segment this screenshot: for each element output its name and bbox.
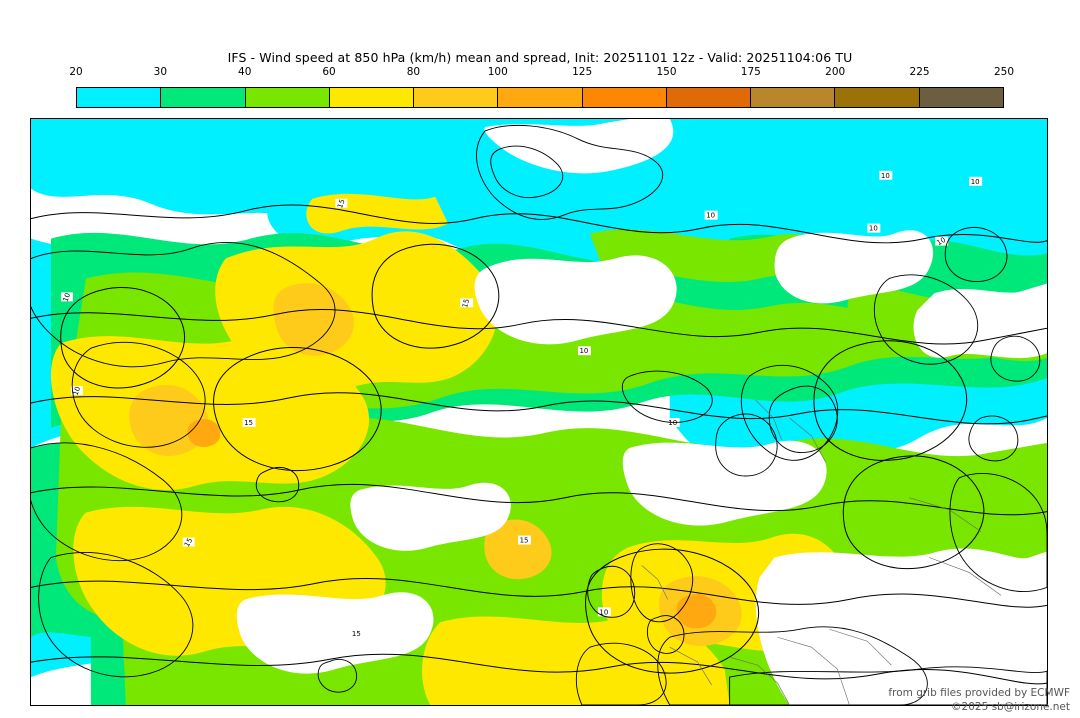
colorbar-segment-225-250 <box>919 88 1003 107</box>
colorbar-segment-20-30 <box>77 88 162 107</box>
svg-text:10: 10 <box>579 347 588 355</box>
svg-text:15: 15 <box>461 298 471 309</box>
contour-label: 15 <box>518 535 532 545</box>
political-borders <box>641 399 1002 705</box>
svg-text:10: 10 <box>599 608 608 616</box>
colorbar-tick-125: 125 <box>572 66 593 78</box>
contour-label: 10 <box>867 223 881 233</box>
colorbar-tick-100: 100 <box>487 66 508 78</box>
colorbar-segment-200-225 <box>835 88 920 107</box>
svg-text:10: 10 <box>62 292 73 303</box>
below-threshold-areas <box>236 119 1047 705</box>
svg-text:15: 15 <box>183 537 194 549</box>
colorbar-segment-125-150 <box>582 88 667 107</box>
svg-text:10: 10 <box>668 419 677 427</box>
colorbar-segment-30-40 <box>161 88 246 107</box>
contour-label: 10 <box>70 386 83 397</box>
colorbar-tick-20: 20 <box>69 66 83 78</box>
colorbar-tick-40: 40 <box>238 66 252 78</box>
svg-text:15: 15 <box>336 198 347 209</box>
contour-label: 10 <box>60 292 73 303</box>
svg-text:15: 15 <box>352 630 361 638</box>
map-panel[interactable]: 10 10 15 15 10 10 10 10 10 10 15 15 10 1… <box>30 118 1048 706</box>
contour-label: 10 <box>597 607 611 616</box>
contour-label: 15 <box>242 417 256 427</box>
page-title: IFS - Wind speed at 850 hPa (km/h) mean … <box>227 50 853 65</box>
colorbar-tick-80: 80 <box>406 66 421 78</box>
colorbar-tick-labels: 20 30 40 60 80 100 125 150 175 200 225 2… <box>69 66 1014 82</box>
contour-label: 15 <box>460 298 474 309</box>
contour-label: 15 <box>335 198 348 209</box>
contour-label: 10 <box>577 346 591 355</box>
contour-label: 10 <box>879 170 893 180</box>
colorbar-segment-60-80 <box>329 88 415 107</box>
contour-label: 15 <box>350 629 364 638</box>
contour-label: 10 <box>704 210 718 220</box>
colorbar: 20 30 40 60 80 100 125 150 175 200 225 2… <box>69 66 1014 108</box>
colorbar-segment-80-100 <box>414 88 499 107</box>
svg-text:10: 10 <box>706 212 715 220</box>
svg-text:15: 15 <box>244 419 253 427</box>
colorbar-tick-175: 175 <box>740 66 761 78</box>
colorbar-segment-100-125 <box>498 88 583 107</box>
contour-label: 10 <box>969 176 983 186</box>
svg-text:10: 10 <box>971 178 980 186</box>
svg-text:15: 15 <box>520 537 529 545</box>
colorbar-strip <box>76 87 1004 108</box>
colorbar-segment-175-200 <box>751 88 836 107</box>
coastlines <box>31 124 1047 705</box>
map-canvas[interactable]: 10 10 15 15 10 10 10 10 10 10 15 15 10 1… <box>31 119 1047 705</box>
contour-label: 10 <box>935 236 949 247</box>
svg-text:10: 10 <box>881 172 890 180</box>
colorbar-tick-250: 250 <box>993 66 1015 78</box>
colorbar-tick-30: 30 <box>153 66 168 78</box>
svg-text:10: 10 <box>72 386 83 397</box>
svg-text:10: 10 <box>935 236 947 247</box>
colorbar-segment-40-60 <box>245 88 330 107</box>
colorbar-tick-225: 225 <box>909 66 930 78</box>
colorbar-tick-200: 200 <box>825 66 846 78</box>
svg-text:10: 10 <box>869 225 878 233</box>
colorbar-segment-150-175 <box>666 88 752 107</box>
colorbar-tick-60: 60 <box>322 66 336 78</box>
colorbar-tick-150: 150 <box>656 66 677 78</box>
spread-contour-lines <box>31 204 1047 685</box>
wind-speed-filled-contours <box>31 119 1047 705</box>
contour-label: 15 <box>182 537 195 549</box>
contour-label-group: 10 10 15 15 10 10 10 10 10 10 15 15 10 1… <box>60 170 983 638</box>
